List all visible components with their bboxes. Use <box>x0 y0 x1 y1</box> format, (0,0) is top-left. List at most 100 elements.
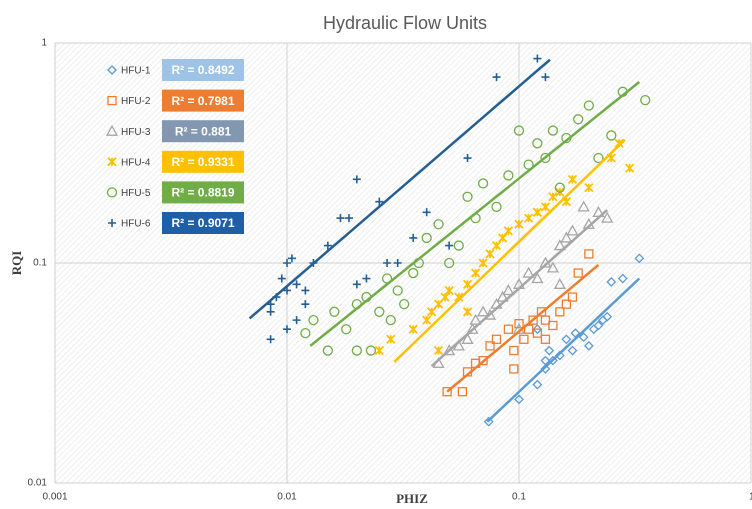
data-point <box>593 152 604 164</box>
data-point <box>461 332 474 344</box>
data-point <box>408 324 418 334</box>
data-point <box>496 290 509 302</box>
data-point <box>540 202 551 212</box>
data-point <box>444 257 455 269</box>
data-point <box>491 240 502 251</box>
data-point <box>540 364 551 374</box>
data-point <box>503 226 514 236</box>
data-point <box>408 267 419 279</box>
data-point <box>514 319 524 329</box>
data-point <box>457 387 468 397</box>
data-point <box>352 280 361 289</box>
data-point <box>567 292 578 302</box>
data-point <box>107 95 117 106</box>
data-point <box>463 154 472 163</box>
data-point <box>336 214 345 223</box>
data-point <box>532 328 543 338</box>
data-point <box>583 340 594 351</box>
x-tick-label: 0.1 <box>512 492 526 503</box>
r2-label: R² = 0.8819 <box>171 186 234 200</box>
data-point <box>393 259 402 267</box>
data-point <box>509 345 519 356</box>
data-point <box>375 197 384 206</box>
data-point <box>383 259 392 267</box>
data-point <box>553 277 566 289</box>
trendline <box>486 277 641 423</box>
data-point <box>300 327 311 339</box>
data-point <box>323 241 332 250</box>
data-point <box>483 308 497 320</box>
data-point <box>409 233 418 242</box>
trendline <box>248 58 551 320</box>
data-point <box>445 241 454 250</box>
data-point <box>617 273 628 284</box>
data-point <box>531 272 544 284</box>
y-tick-label: 0.01 <box>28 478 48 489</box>
data-point <box>266 307 275 316</box>
r2-box <box>162 181 244 204</box>
data-point <box>553 239 566 251</box>
data-point <box>523 324 534 334</box>
trendline <box>393 138 626 363</box>
data-point <box>625 163 635 173</box>
data-point <box>560 231 573 243</box>
trendline <box>430 209 609 368</box>
data-point <box>540 152 551 164</box>
data-point <box>566 224 579 236</box>
data-point <box>513 125 525 136</box>
data-point <box>322 345 334 356</box>
data-point <box>453 240 464 251</box>
data-point <box>532 207 543 217</box>
data-point <box>478 355 488 366</box>
trendline <box>446 263 600 393</box>
r2-box <box>162 59 244 81</box>
data-point <box>567 174 578 184</box>
r2-box <box>162 212 244 234</box>
x-tick-label: 1 <box>749 492 752 503</box>
legend-label: HFU-3 <box>121 127 151 138</box>
data-point <box>329 306 340 317</box>
data-point <box>287 254 296 263</box>
legend-label: HFU-1 <box>121 66 151 77</box>
y-tick-label: 1 <box>41 38 47 49</box>
data-point <box>544 345 555 356</box>
data-point <box>514 394 524 405</box>
data-point <box>561 299 572 309</box>
data-point <box>341 324 352 335</box>
data-point <box>554 182 566 193</box>
data-point <box>478 258 488 268</box>
data-point <box>555 307 565 317</box>
data-point <box>584 183 594 193</box>
data-point <box>469 313 482 325</box>
data-point <box>601 211 614 223</box>
data-point <box>602 311 613 322</box>
data-point <box>426 307 437 317</box>
data-point <box>509 364 519 374</box>
r2-label: R² = 0.8492 <box>171 63 234 77</box>
data-point <box>442 387 452 397</box>
data-point <box>440 292 450 302</box>
y-axis-label: RQI <box>9 251 24 276</box>
chart-title: Hydraulic Flow Units <box>323 13 487 33</box>
data-point <box>365 345 377 356</box>
data-point <box>385 314 396 326</box>
data-point <box>548 192 558 202</box>
legend-label: HFU-4 <box>121 157 151 168</box>
data-point <box>386 334 396 344</box>
data-point <box>362 274 371 283</box>
data-point <box>548 320 558 331</box>
data-point <box>567 345 578 356</box>
data-point <box>433 345 444 356</box>
data-point <box>462 279 473 289</box>
data-point <box>583 100 594 111</box>
data-point <box>476 305 490 317</box>
data-point <box>283 325 291 334</box>
data-point <box>634 253 645 264</box>
data-point <box>640 94 651 106</box>
data-point <box>503 324 514 334</box>
data-point <box>497 233 508 243</box>
x-tick-label: 0.001 <box>42 492 67 503</box>
x-tick-label: 0.01 <box>277 492 297 503</box>
data-point <box>477 178 489 189</box>
